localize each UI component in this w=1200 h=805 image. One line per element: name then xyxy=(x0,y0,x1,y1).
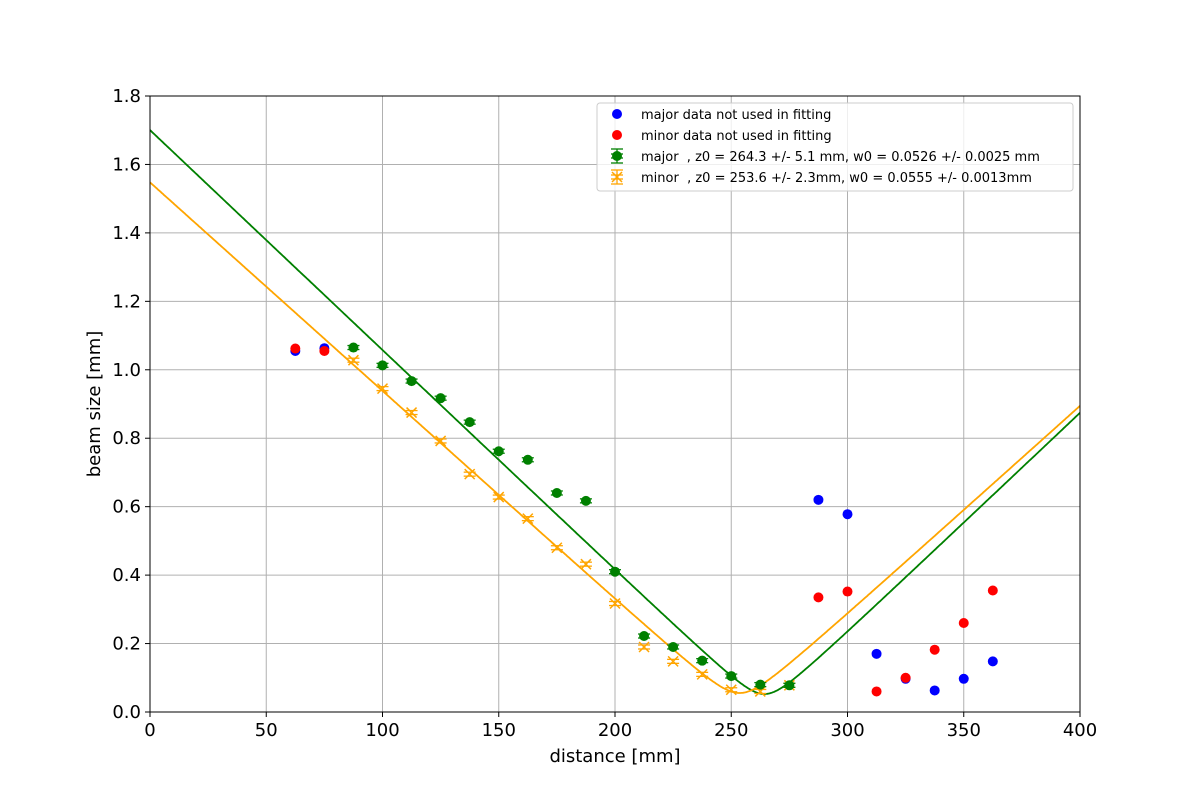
data-point xyxy=(871,686,882,697)
y-tick-label: 1.0 xyxy=(112,360,141,381)
data-point xyxy=(290,343,301,354)
data-point xyxy=(609,597,621,610)
data-point xyxy=(813,494,824,505)
y-tick-label: 1.6 xyxy=(112,154,141,175)
x-tick-label: 250 xyxy=(714,720,748,741)
x-tick-label: 150 xyxy=(482,720,516,741)
x-tick-label: 350 xyxy=(947,720,981,741)
data-point xyxy=(929,644,940,655)
data-point xyxy=(493,491,505,503)
y-tick-label: 1.8 xyxy=(112,86,141,107)
data-point xyxy=(376,383,389,395)
axis-ticks: 0 50 100 150 200 250 300 350 400 0.0 0.2 0.4 0.6 0.8 1… xyxy=(112,86,1097,741)
data-point xyxy=(842,586,853,597)
data-point xyxy=(348,342,359,353)
y-tick-label: 0.0 xyxy=(112,702,141,723)
data-point xyxy=(726,671,737,682)
y-tick-label: 0.8 xyxy=(112,428,141,449)
y-tick-label: 0.6 xyxy=(112,497,141,518)
data-point xyxy=(667,655,679,667)
y-tick-label: 0.2 xyxy=(112,634,141,655)
x-tick-label: 50 xyxy=(255,720,278,741)
data-point xyxy=(406,407,418,419)
data-point xyxy=(987,656,998,667)
data-point xyxy=(755,679,766,690)
data-point xyxy=(319,345,330,356)
data-point xyxy=(435,393,446,404)
data-point xyxy=(842,509,853,520)
data-point xyxy=(958,673,969,684)
legend: major data not used in fitting minor dat… xyxy=(596,102,1074,192)
x-tick-label: 300 xyxy=(830,720,864,741)
x-axis-label: distance [mm] xyxy=(549,746,680,767)
data-points xyxy=(290,342,998,697)
data-point xyxy=(697,655,708,666)
data-point xyxy=(435,435,447,447)
y-axis-label: beam size [mm] xyxy=(84,331,105,478)
y-tick-label: 1.4 xyxy=(112,223,141,244)
data-point xyxy=(580,495,591,506)
data-point xyxy=(813,592,824,603)
data-point xyxy=(377,360,388,371)
data-point xyxy=(958,618,969,629)
x-tick-label: 400 xyxy=(1063,720,1097,741)
data-point xyxy=(987,585,998,596)
legend-label-minor-fit: minor , z0 = 253.6 +/- 2.3mm, w0 = 0.055… xyxy=(641,171,1032,186)
x-tick-label: 200 xyxy=(598,720,632,741)
legend-box xyxy=(596,102,1074,192)
data-point xyxy=(493,446,504,457)
data-point xyxy=(522,513,534,525)
data-point xyxy=(406,376,417,387)
y-tick-label: 0.4 xyxy=(112,565,141,586)
data-point xyxy=(522,454,533,465)
fit-curve-minor xyxy=(149,181,1081,694)
legend-label-major-unused: major data not used in fitting xyxy=(641,108,831,123)
data-point xyxy=(639,631,650,642)
legend-label-major-fit: major , z0 = 264.3 +/- 5.1 mm, w0 = 0.05… xyxy=(641,150,1040,165)
data-point xyxy=(551,487,562,498)
data-point xyxy=(638,641,650,653)
data-point xyxy=(696,668,708,680)
x-tick-label: 0 xyxy=(144,720,155,741)
data-point xyxy=(551,542,563,554)
x-tick-label: 100 xyxy=(365,720,399,741)
data-point xyxy=(871,648,882,659)
data-point xyxy=(784,680,795,691)
data-point xyxy=(612,130,622,140)
data-point xyxy=(929,685,940,696)
data-point xyxy=(900,672,911,683)
data-point xyxy=(668,641,679,652)
data-point xyxy=(610,566,620,577)
data-point xyxy=(347,354,359,366)
y-tick-label: 1.2 xyxy=(112,291,141,312)
data-point xyxy=(725,684,737,696)
data-point xyxy=(464,468,476,480)
data-point xyxy=(580,558,592,570)
data-point xyxy=(464,417,475,428)
legend-label-minor-unused: minor data not used in fitting xyxy=(641,129,832,144)
data-point xyxy=(612,109,622,119)
